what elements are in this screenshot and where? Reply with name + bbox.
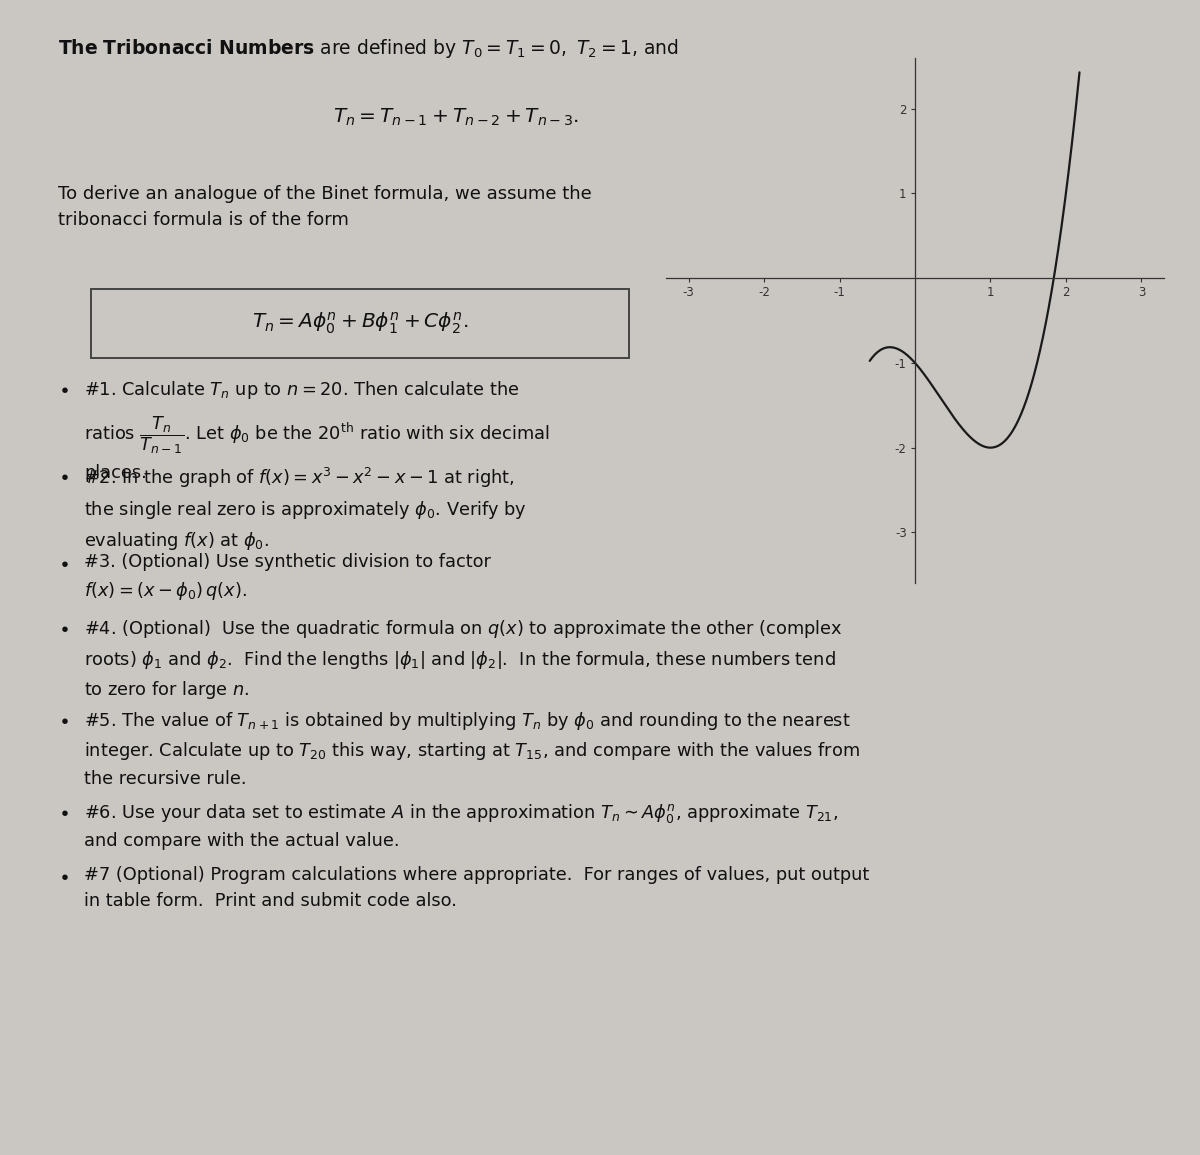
- Text: $\bullet$: $\bullet$: [58, 866, 68, 885]
- Text: #2. In the graph of $f(x) = x^3 - x^2 - x - 1$ at right,
the single real zero is: #2. In the graph of $f(x) = x^3 - x^2 - …: [84, 467, 527, 552]
- Text: #7 (Optional) Program calculations where appropriate.  For ranges of values, put: #7 (Optional) Program calculations where…: [84, 866, 869, 910]
- FancyBboxPatch shape: [91, 289, 629, 358]
- Text: $\bullet$: $\bullet$: [58, 709, 68, 729]
- Text: $\mathbf{The\ Tribonacci\ Numbers}$ are defined by $T_0 = T_1 = 0,\ T_2 = 1$, an: $\mathbf{The\ Tribonacci\ Numbers}$ are …: [58, 37, 678, 60]
- Text: $\bullet$: $\bullet$: [58, 467, 68, 485]
- Text: $\bullet$: $\bullet$: [58, 553, 68, 573]
- Text: To derive an analogue of the Binet formula, we assume the
tribonacci formula is : To derive an analogue of the Binet formu…: [58, 185, 592, 229]
- Text: #5. The value of $T_{n+1}$ is obtained by multiplying $T_n$ by $\phi_0$ and roun: #5. The value of $T_{n+1}$ is obtained b…: [84, 709, 860, 788]
- Text: #4. (Optional)  Use the quadratic formula on $q(x)$ to approximate the other (co: #4. (Optional) Use the quadratic formula…: [84, 618, 842, 701]
- Text: $\bullet$: $\bullet$: [58, 379, 68, 397]
- Text: #3. (Optional) Use synthetic division to factor
$f(x) = (x - \phi_0)\, q(x)$.: #3. (Optional) Use synthetic division to…: [84, 553, 491, 602]
- Text: #6. Use your data set to estimate $A$ in the approximation $T_n{\sim}A\phi_0^n$,: #6. Use your data set to estimate $A$ in…: [84, 802, 839, 850]
- Text: $\bullet$: $\bullet$: [58, 802, 68, 820]
- Text: #1. Calculate $T_n$ up to $n = 20$. Then calculate the
ratios $\dfrac{T_n}{T_{n-: #1. Calculate $T_n$ up to $n = 20$. Then…: [84, 379, 550, 482]
- Text: $T_n = T_{n-1} + T_{n-2} + T_{n-3}.$: $T_n = T_{n-1} + T_{n-2} + T_{n-3}.$: [332, 106, 580, 127]
- Text: $\bullet$: $\bullet$: [58, 618, 68, 636]
- Text: $T_n = A\phi_0^n + B\phi_1^n + C\phi_2^n.$: $T_n = A\phi_0^n + B\phi_1^n + C\phi_2^n…: [252, 311, 468, 336]
